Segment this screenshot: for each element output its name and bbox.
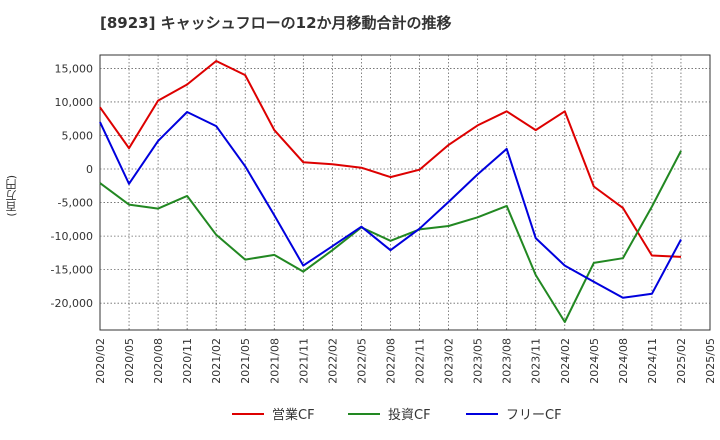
chart-title: [8923] キャッシュフローの12か月移動合計の推移 — [100, 14, 452, 32]
y-tick-label: -5,000 — [58, 197, 93, 210]
x-tick-label: 2024/05 — [588, 338, 601, 384]
series-line-フリーCF — [99, 111, 682, 299]
series-lines — [99, 60, 682, 323]
x-tick-label: 2022/05 — [355, 338, 368, 384]
legend-label: 投資CF — [388, 407, 431, 423]
plot-area — [99, 54, 711, 331]
x-axis-ticks: 2020/02 2020/05 2020/08 2020/11 2021/02 2021/… — [94, 338, 717, 384]
series-line-営業CF — [99, 60, 682, 258]
x-tick-label: 2022/11 — [414, 338, 427, 384]
y-tick-label: -10,000 — [51, 230, 93, 243]
x-tick-label: 2022/02 — [326, 338, 339, 384]
y-tick-label: 0 — [86, 163, 93, 176]
grid-lines — [100, 55, 710, 330]
legend-label: 営業CF — [272, 407, 315, 423]
x-tick-label: 2023/08 — [501, 338, 514, 384]
x-tick-label: 2022/08 — [384, 338, 397, 384]
y-axis-ticks: 15,000 10,000 5,000 0 -5,000 -10,000 -15,000 -2… — [51, 62, 93, 310]
x-tick-label: 2021/11 — [297, 338, 310, 384]
x-tick-label: 2023/02 — [443, 338, 456, 384]
y-tick-label: -15,000 — [51, 264, 93, 277]
x-tick-label: 2020/11 — [181, 338, 194, 384]
x-tick-label: 2025/02 — [675, 338, 688, 384]
x-tick-label: 2023/05 — [472, 338, 485, 384]
x-tick-label: 2024/08 — [617, 338, 630, 384]
x-tick-label: 2021/02 — [210, 338, 223, 384]
y-tick-label: 15,000 — [55, 62, 94, 75]
legend-label: フリーCF — [506, 408, 562, 423]
x-tick-label: 2024/11 — [646, 338, 659, 384]
y-tick-label: 10,000 — [55, 96, 94, 109]
y-tick-label: 5,000 — [62, 129, 94, 142]
legend: 営業CF 投資CF フリーCF — [232, 407, 562, 423]
x-tick-label: 2020/08 — [152, 338, 165, 384]
y-tick-label: -20,000 — [51, 297, 93, 310]
x-tick-label: 2021/05 — [239, 338, 252, 384]
x-tick-label: 2021/08 — [268, 338, 281, 384]
series-line-投資CF — [99, 150, 682, 323]
x-tick-label: 2024/02 — [559, 338, 572, 384]
x-tick-label: 2020/05 — [123, 338, 136, 384]
x-tick-label: 2023/11 — [530, 338, 543, 384]
x-tick-label: 2025/05 — [704, 338, 717, 384]
x-tick-label: 2020/02 — [94, 338, 107, 384]
